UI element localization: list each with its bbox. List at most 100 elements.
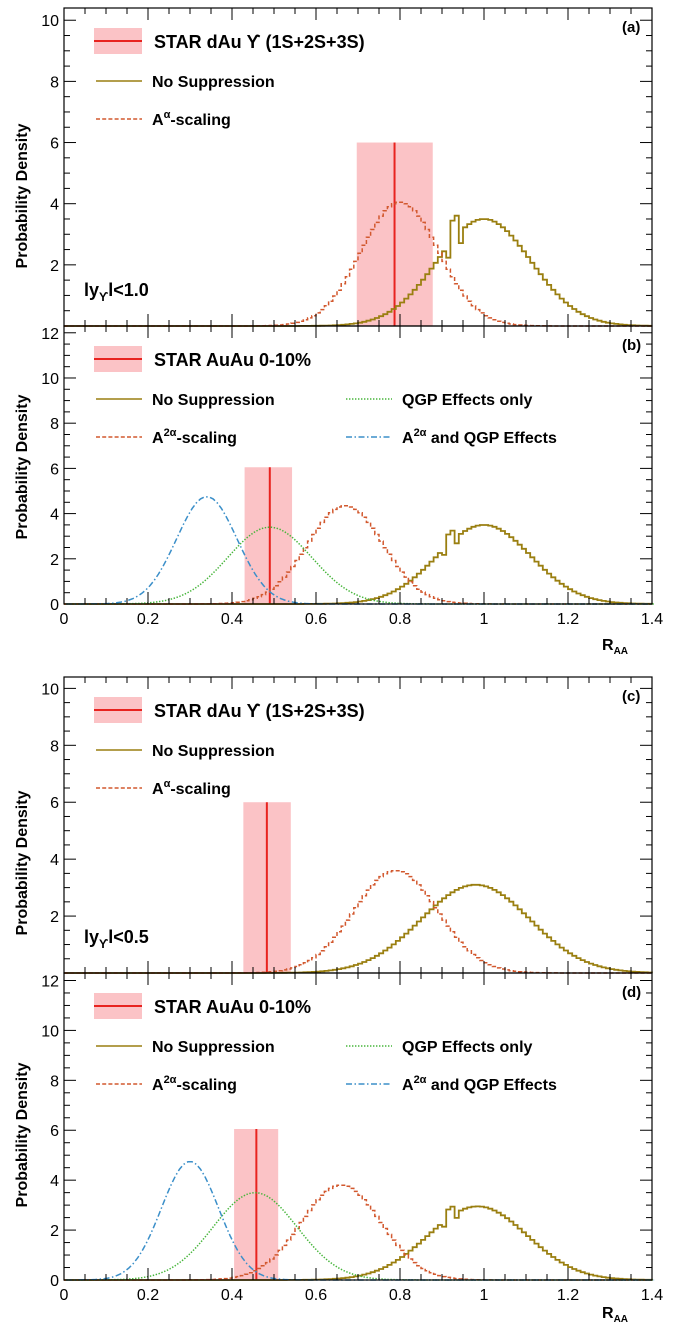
- legend-label-qgp: QGP Effects only: [402, 1039, 533, 1056]
- plot-frame: [63, 972, 653, 1281]
- series-a_alpha: [64, 869, 652, 974]
- series-no_suppression: [64, 883, 653, 974]
- legend-label-main: A: [152, 430, 164, 447]
- legend-label-main: A: [152, 112, 164, 129]
- legend-label-sup: α: [164, 778, 171, 790]
- legend-label-a_alpha: A2α-scaling: [152, 427, 237, 447]
- annotation-post: l<0.5: [108, 927, 149, 947]
- legend-label-main: A: [152, 1077, 164, 1094]
- y-tick-label: 2: [50, 909, 59, 926]
- y-axis-title-ab: Probability Density: [14, 123, 31, 268]
- legend-label-main: A: [152, 781, 164, 798]
- legend-label-tail: -scaling: [170, 781, 230, 798]
- y-tick-label: 4: [50, 852, 59, 869]
- y-tick-label: 8: [50, 416, 59, 433]
- x-tick-label: 0.2: [137, 611, 159, 628]
- x-tick-label: 0.4: [221, 1287, 243, 1304]
- legend-label-combined: A2α and QGP Effects: [402, 427, 557, 447]
- svg-text:RAA: RAA: [602, 637, 628, 657]
- legend-label-main: No Suppression: [152, 392, 275, 409]
- panel-c: 2 4 6 8 10 (c) STAR dAu ϒ (1S+2S+3S) No Suppres…: [41, 676, 653, 974]
- y-tick-label: 4: [50, 197, 59, 214]
- legend-label-sup: 2α: [414, 427, 427, 439]
- x-axis-title-main: R: [602, 1305, 614, 1322]
- y-tick-label: 10: [41, 371, 59, 388]
- legend-label-sup: 2α: [164, 427, 177, 439]
- y-axis-title-cd-lower: Probability Density: [14, 1062, 31, 1207]
- panel-label: (c): [622, 688, 640, 705]
- series-combined: [66, 1161, 655, 1281]
- annotation-sub: ϒ: [99, 937, 109, 951]
- x-tick-label: 0.4: [221, 611, 243, 628]
- legend-label-a_alpha: Aα-scaling: [152, 109, 231, 129]
- y-tick-label: 0: [50, 597, 59, 614]
- x-tick-label: 1.4: [641, 1287, 663, 1304]
- y-tick-label: 6: [50, 136, 59, 153]
- series-qgp: [66, 1191, 655, 1281]
- series-combined: [66, 496, 655, 605]
- plot-frame: [63, 676, 653, 974]
- legend-label-a_alpha: Aα-scaling: [152, 778, 231, 798]
- panel-a: 2 4 6 8 10 (a) STAR dAu ϒ (1S+2S+3S) No Suppres…: [41, 7, 653, 327]
- annotation-pre: ly: [84, 280, 99, 300]
- series-no_suppression: [64, 1205, 653, 1281]
- x-tick-label: 0.6: [305, 611, 327, 628]
- legend-label-main: No Suppression: [152, 74, 275, 91]
- legend-label-no_suppression: No Suppression: [152, 743, 275, 760]
- legend-label-combined: A2α and QGP Effects: [402, 1074, 557, 1094]
- legend-label-qgp: QGP Effects only: [402, 392, 533, 409]
- y-axis-title-cd: Probability Density: [14, 790, 31, 935]
- x-tick-label: 0.6: [305, 1287, 327, 1304]
- y-tick-label: 2: [50, 1223, 59, 1240]
- legend-label-sup: 2α: [414, 1074, 427, 1086]
- y-tick-label: 0: [50, 1273, 59, 1290]
- plot-frame: [63, 325, 653, 605]
- panel-label: (b): [622, 337, 641, 354]
- legend-measurement-label: STAR AuAu 0-10%: [154, 997, 311, 1017]
- y-tick-label: 2: [50, 258, 59, 275]
- x-tick-label: 1: [480, 611, 489, 628]
- y-tick-label: 6: [50, 795, 59, 812]
- y-tick-label: 4: [50, 507, 59, 524]
- y-tick-label: 2: [50, 552, 59, 569]
- x-tick-label: 1.2: [557, 1287, 579, 1304]
- legend-label-no_suppression: No Suppression: [152, 1039, 275, 1056]
- x-tick-label: 1.4: [641, 611, 663, 628]
- x-tick-label: 0.2: [137, 1287, 159, 1304]
- annotation-post: l<1.0: [108, 280, 149, 300]
- legend-label-tail: and QGP Effects: [426, 430, 557, 447]
- series-no_suppression: [64, 524, 653, 605]
- svg-text:RAA: RAA: [602, 1305, 628, 1325]
- legend-label-no_suppression: No Suppression: [152, 74, 275, 91]
- legend-label-tail: -scaling: [176, 430, 236, 447]
- series-qgp: [66, 526, 655, 605]
- legend-label-main: A: [402, 1077, 414, 1094]
- y-tick-label: 6: [50, 461, 59, 478]
- panel-label: (d): [622, 984, 641, 1001]
- x-tick-label: 0.8: [389, 611, 411, 628]
- panel-label: (a): [622, 19, 640, 36]
- x-tick-label: 1.2: [557, 611, 579, 628]
- rapidity-annotation: lyϒl<1.0: [84, 280, 149, 304]
- panel-b: 0 2 4 6 8 10 12 0 0.2 0.4 0.6 0.8 1 1.2 1.4 (b) STAR AuA…: [41, 325, 663, 628]
- legend-label-main: QGP Effects only: [402, 1039, 533, 1056]
- y-tick-label: 10: [41, 1023, 59, 1040]
- y-tick-label: 6: [50, 1123, 59, 1140]
- x-axis-title-sub: AA: [614, 1314, 628, 1325]
- y-tick-label: 8: [50, 1073, 59, 1090]
- legend-measurement-label: STAR AuAu 0-10%: [154, 350, 311, 370]
- y-tick-label: 10: [41, 681, 59, 698]
- y-tick-label: 8: [50, 738, 59, 755]
- panel-d: 0 2 4 6 8 10 12 0 0.2 0.4 0.6 0.8 1 1.2 1.4 (d) STAR AuA…: [41, 972, 663, 1304]
- legend-label-no_suppression: No Suppression: [152, 392, 275, 409]
- legend-label-tail: and QGP Effects: [426, 1077, 557, 1094]
- legend-measurement-label: STAR dAu ϒ (1S+2S+3S): [154, 32, 365, 52]
- legend-label-tail: -scaling: [176, 1077, 236, 1094]
- x-axis-title-cd: RAA: [602, 1305, 628, 1325]
- legend-label-main: A: [402, 430, 414, 447]
- annotation-pre: ly: [84, 927, 99, 947]
- measurement-band: [244, 467, 293, 604]
- legend-label-tail: -scaling: [170, 112, 230, 129]
- x-axis-title-main: R: [602, 637, 614, 654]
